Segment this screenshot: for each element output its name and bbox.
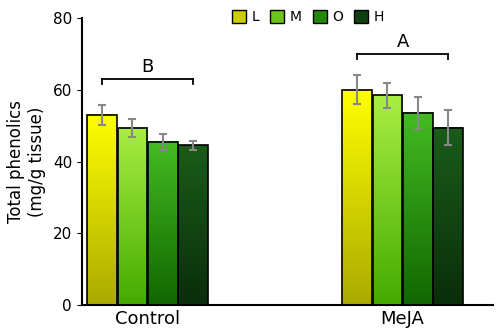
Legend: L, M, O, H: L, M, O, H [226,5,390,30]
Bar [434,128,463,305]
Text: A: A [396,33,409,51]
Bar [372,95,402,305]
Bar [178,145,208,305]
Bar [118,128,147,305]
Bar [87,115,117,305]
Bar [403,113,432,305]
Y-axis label: Total phenolics
(mg/g tissue): Total phenolics (mg/g tissue) [7,100,46,223]
Bar [148,142,178,305]
Text: B: B [142,58,154,76]
Bar [342,90,372,305]
